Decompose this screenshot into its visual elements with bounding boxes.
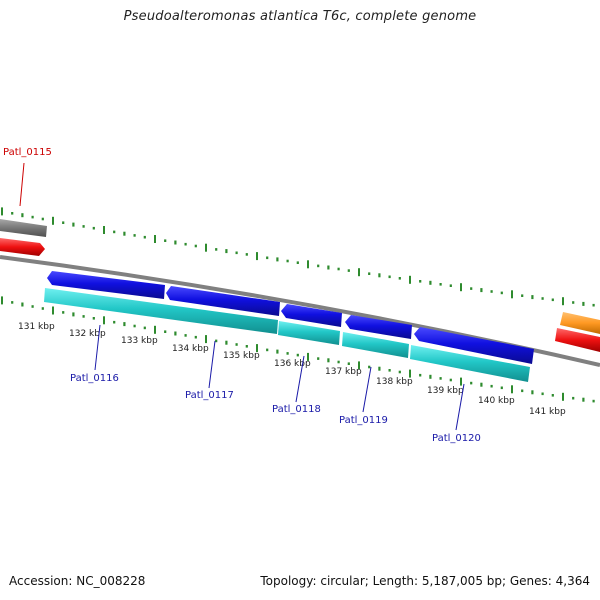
gene-patl-0115-segment	[0, 219, 47, 237]
scale-label-136: 136 kbp	[274, 359, 311, 369]
mrna-patl-0119	[342, 332, 409, 358]
gene-label-patl-0118[interactable]: Patl_0118	[272, 404, 321, 415]
lower-tick-track	[1, 296, 595, 403]
mrna-patl-0118	[278, 321, 340, 345]
scale-label-140: 140 kbp	[478, 396, 515, 406]
gene-red-arrow-left	[0, 238, 45, 256]
scale-label-132: 132 kbp	[69, 329, 106, 339]
leader-patl-0116	[94, 324, 101, 371]
scale-label-141: 141 kbp	[529, 407, 566, 417]
gene-label-patl-0117[interactable]: Patl_0117	[185, 390, 234, 401]
genome-summary-text: Topology: circular; Length: 5,187,005 bp…	[260, 574, 590, 588]
cds-patl-0117	[166, 286, 280, 316]
gene-red-right	[555, 328, 600, 352]
scale-label-133: 133 kbp	[121, 336, 158, 346]
scale-label-131: 131 kbp	[18, 322, 55, 332]
gene-label-patl-0119[interactable]: Patl_0119	[339, 415, 388, 426]
gene-labels: Patl_0115 Patl_0116 Patl_0117 Patl_0118 …	[3, 147, 481, 444]
leader-patl-0120	[455, 383, 465, 431]
cds-patl-0118	[281, 304, 342, 327]
gene-label-patl-0116[interactable]: Patl_0116	[70, 373, 119, 384]
upper-tick-track	[1, 207, 595, 307]
gene-label-patl-0120[interactable]: Patl_0120	[432, 433, 481, 444]
accession-text: Accession: NC_008228	[9, 574, 146, 588]
cds-patl-0116	[47, 271, 165, 299]
scale-label-135: 135 kbp	[223, 351, 260, 361]
scale-label-139: 139 kbp	[427, 386, 464, 396]
leader-patl-0119	[362, 366, 372, 413]
gene-orange-right	[560, 312, 600, 334]
genome-title: Pseudoalteromonas atlantica T6c, complet…	[123, 9, 477, 24]
gene-label-patl-0115[interactable]: Patl_0115	[3, 147, 52, 158]
leader-patl-0118	[295, 355, 305, 403]
cds-patl-0119	[345, 315, 412, 339]
leader-patl-0117	[208, 340, 216, 389]
scale-label-138: 138 kbp	[376, 377, 413, 387]
mrna-patl-0120	[410, 345, 530, 382]
mrna-patl-0116-0117	[44, 288, 278, 334]
gene-label-leaders	[19, 162, 465, 431]
leader-patl-0115	[19, 162, 25, 207]
cds-patl-0120	[414, 327, 534, 364]
scale-labels: 131 kbp 132 kbp 133 kbp 134 kbp 135 kbp …	[18, 322, 566, 417]
scale-label-137: 137 kbp	[325, 367, 362, 377]
scale-label-134: 134 kbp	[172, 344, 209, 354]
